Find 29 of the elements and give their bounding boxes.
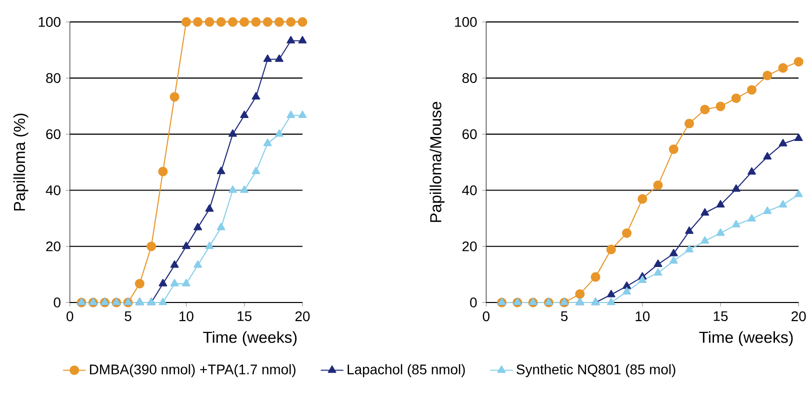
x-tick-label: 15 bbox=[714, 311, 728, 321]
x-tick-label: 15 bbox=[238, 311, 252, 321]
x-tick-label: 0 bbox=[66, 311, 74, 322]
y-tick-label: 80 bbox=[462, 73, 477, 83]
x-axis-title: Time (weeks) bbox=[699, 331, 793, 346]
y-axis-title: Papilloma (%) bbox=[13, 114, 28, 210]
x-tick-label: 20 bbox=[792, 311, 806, 322]
y-tick-label: 0 bbox=[470, 297, 477, 308]
legend-label: Synthetic NQ801 (85 mol) bbox=[516, 364, 676, 377]
y-tick-label: 80 bbox=[46, 73, 60, 83]
y-axis-title: Papilloma/Mouse bbox=[430, 102, 445, 222]
x-tick-label: 10 bbox=[636, 311, 650, 322]
x-tick-label: 10 bbox=[180, 311, 194, 322]
y-tick-label: 100 bbox=[38, 16, 60, 27]
legend-label: DMBA(390 nmol) +TPA(1.7 nmol) bbox=[90, 364, 296, 377]
y-tick-label: 20 bbox=[46, 241, 60, 252]
y-tick-label: 100 bbox=[455, 16, 477, 27]
y-tick-label: 0 bbox=[54, 297, 60, 308]
x-tick-label: 0 bbox=[482, 311, 490, 322]
x-tick-label: 5 bbox=[124, 311, 132, 321]
x-tick-label: 20 bbox=[295, 311, 310, 322]
y-tick-label: 20 bbox=[462, 241, 477, 252]
y-tick-label: 40 bbox=[462, 185, 477, 196]
x-axis-title: Time (weeks) bbox=[203, 331, 297, 346]
y-tick-label: 40 bbox=[46, 185, 60, 196]
y-tick-label: 60 bbox=[46, 129, 60, 139]
legend-label: Lapachol (85 nmol) bbox=[348, 364, 465, 377]
x-tick-label: 5 bbox=[560, 311, 568, 321]
y-tick-label: 60 bbox=[462, 129, 477, 139]
